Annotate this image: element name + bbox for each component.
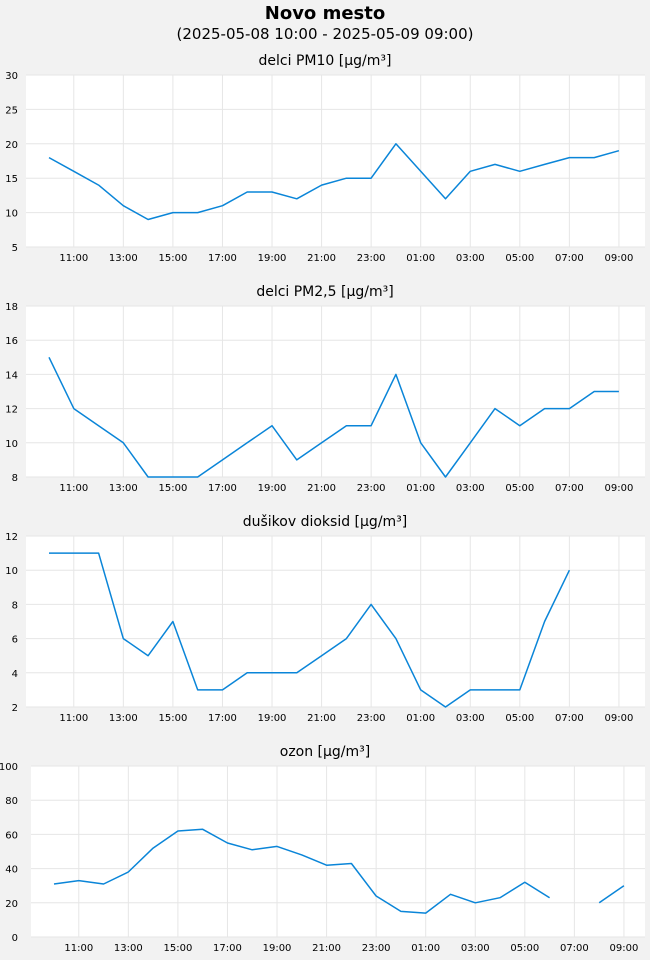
y-tick-label-1-2: 12: [5, 405, 18, 416]
x-tick-label-1-9: 05:00: [505, 483, 534, 494]
x-tick-label-0-11: 09:00: [605, 253, 634, 264]
y-tick-label-0-1: 10: [5, 209, 18, 220]
x-tick-label-3-3: 17:00: [213, 943, 242, 954]
x-tick-label-2-8: 03:00: [456, 713, 485, 724]
y-tick-label-1-0: 8: [12, 473, 18, 484]
x-tick-label-3-9: 05:00: [510, 943, 539, 954]
x-tick-label-1-11: 09:00: [605, 483, 634, 494]
x-tick-label-1-1: 13:00: [109, 483, 138, 494]
x-tick-label-0-8: 03:00: [456, 253, 485, 264]
y-tick-label-3-1: 20: [5, 899, 18, 910]
x-tick-label-0-7: 01:00: [406, 253, 435, 264]
y-tick-label-3-4: 80: [5, 796, 18, 807]
x-tick-label-0-6: 23:00: [357, 253, 386, 264]
y-tick-label-0-0: 5: [12, 243, 18, 254]
x-tick-label-3-5: 21:00: [312, 943, 341, 954]
x-tick-label-3-6: 23:00: [362, 943, 391, 954]
y-tick-label-2-0: 2: [12, 703, 18, 714]
x-tick-label-2-4: 19:00: [258, 713, 287, 724]
x-tick-label-1-2: 15:00: [158, 483, 187, 494]
series-line-1-0: [48, 356, 619, 478]
x-tick-label-3-10: 07:00: [560, 943, 589, 954]
x-tick-label-0-4: 19:00: [258, 253, 287, 264]
y-tick-label-2-4: 10: [5, 566, 18, 577]
series-line-0-0: [48, 143, 620, 221]
x-tick-label-2-0: 11:00: [59, 713, 88, 724]
x-tick-label-3-0: 11:00: [64, 943, 93, 954]
x-tick-label-1-0: 11:00: [59, 483, 88, 494]
x-tick-label-2-9: 05:00: [505, 713, 534, 724]
y-tick-label-2-5: 12: [5, 532, 18, 543]
x-tick-label-0-10: 07:00: [555, 253, 584, 264]
x-tick-label-2-2: 15:00: [158, 713, 187, 724]
y-tick-label-3-3: 60: [5, 830, 18, 841]
series-line-2-0: [49, 552, 571, 708]
page-subtitle: (2025-05-08 10:00 - 2025-05-09 09:00): [176, 25, 474, 43]
x-tick-label-3-8: 03:00: [461, 943, 490, 954]
chart-title-0: delci PM10 [µg/m³]: [259, 53, 392, 69]
x-tick-label-3-2: 15:00: [163, 943, 192, 954]
y-tick-label-1-3: 14: [5, 370, 18, 381]
x-tick-label-2-6: 23:00: [357, 713, 386, 724]
y-tick-label-3-2: 40: [5, 865, 18, 876]
x-tick-label-1-5: 21:00: [307, 483, 336, 494]
x-tick-label-1-4: 19:00: [258, 483, 287, 494]
x-tick-label-1-7: 01:00: [406, 483, 435, 494]
x-tick-label-0-3: 17:00: [208, 253, 237, 264]
x-tick-label-3-7: 01:00: [411, 943, 440, 954]
chart-title-1: delci PM2,5 [µg/m³]: [256, 284, 393, 300]
series-line-3-1: [598, 885, 625, 904]
x-tick-label-1-3: 17:00: [208, 483, 237, 494]
x-tick-label-1-6: 23:00: [357, 483, 386, 494]
y-tick-label-3-5: 100: [0, 762, 18, 773]
y-tick-label-2-3: 8: [12, 600, 18, 611]
x-tick-label-0-1: 13:00: [109, 253, 138, 264]
chart-title-3: ozon [µg/m³]: [280, 744, 371, 760]
x-tick-label-1-8: 03:00: [456, 483, 485, 494]
y-tick-label-1-4: 16: [5, 336, 18, 347]
x-tick-label-3-1: 13:00: [114, 943, 143, 954]
y-tick-label-1-1: 10: [5, 439, 18, 450]
x-tick-label-3-4: 19:00: [263, 943, 292, 954]
plot-area-0: [26, 75, 645, 247]
plot-area-1: [26, 306, 645, 477]
x-tick-label-3-11: 09:00: [610, 943, 639, 954]
plot-area-2: [26, 536, 645, 707]
x-tick-label-2-1: 13:00: [109, 713, 138, 724]
y-tick-label-0-3: 20: [5, 140, 18, 151]
x-tick-label-2-3: 17:00: [208, 713, 237, 724]
y-tick-label-0-2: 15: [5, 174, 18, 185]
y-tick-label-2-1: 4: [12, 669, 18, 680]
x-tick-label-1-10: 07:00: [555, 483, 584, 494]
plot-area-3: [31, 766, 645, 937]
chart-title-2: dušikov dioksid [µg/m³]: [243, 514, 408, 530]
x-tick-label-0-5: 21:00: [307, 253, 336, 264]
y-tick-label-0-4: 25: [5, 105, 18, 116]
x-tick-label-0-9: 05:00: [505, 253, 534, 264]
x-tick-label-2-10: 07:00: [555, 713, 584, 724]
x-tick-label-2-7: 01:00: [406, 713, 435, 724]
page-title: Novo mesto: [264, 3, 386, 24]
x-tick-label-2-11: 09:00: [605, 713, 634, 724]
y-tick-label-2-2: 6: [12, 635, 18, 646]
series-line-3-0: [53, 828, 550, 914]
y-tick-label-0-5: 30: [5, 71, 18, 82]
x-tick-label-0-2: 15:00: [158, 253, 187, 264]
y-tick-label-3-0: 0: [12, 933, 18, 944]
y-tick-label-1-5: 18: [5, 302, 18, 313]
x-tick-label-0-0: 11:00: [59, 253, 88, 264]
x-tick-label-2-5: 21:00: [307, 713, 336, 724]
